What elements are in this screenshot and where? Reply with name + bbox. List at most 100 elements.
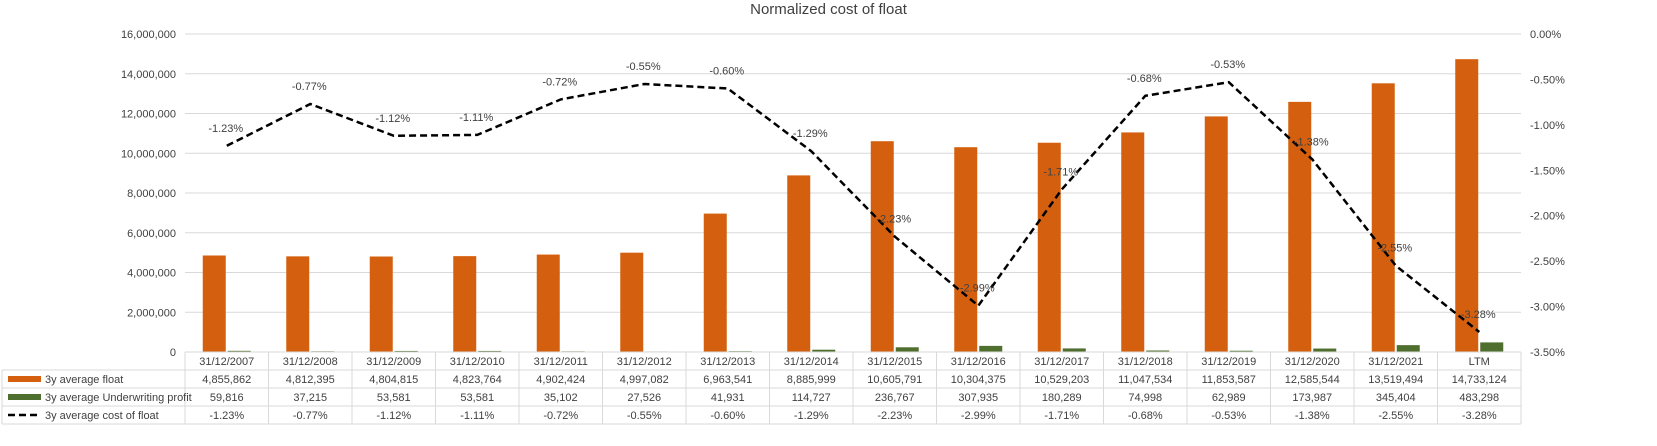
table-cell: 6,963,541: [703, 374, 752, 386]
category-label: 31/12/2009: [366, 356, 421, 368]
table-cell: 27,526: [627, 392, 661, 404]
category-label: 31/12/2008: [283, 356, 338, 368]
bar-float: [787, 175, 811, 352]
bar-underwriting-profit: [1480, 342, 1504, 352]
table-cell: 59,816: [210, 392, 244, 404]
table-cell: -0.68%: [1128, 410, 1163, 422]
table-cell: -0.72%: [543, 410, 578, 422]
y-right-tick-label: -3.00%: [1530, 302, 1565, 314]
table-cell: -1.12%: [376, 410, 411, 422]
series-name: 3y average Underwriting profit: [45, 392, 192, 404]
y-right-tick-label: 0.00%: [1530, 29, 1561, 41]
legend-key: [8, 394, 41, 400]
bar-float: [1371, 83, 1395, 353]
table-cell: -0.53%: [1211, 410, 1246, 422]
table-cell: 4,823,764: [453, 374, 502, 386]
line-data-label: -1.38%: [1294, 136, 1329, 148]
table-cell: 4,812,395: [286, 374, 335, 386]
category-label: 31/12/2021: [1368, 356, 1423, 368]
table-cell: 4,997,082: [620, 374, 669, 386]
bar-underwriting-profit: [1229, 350, 1253, 352]
category-label: 31/12/2011: [534, 356, 588, 368]
bar-float: [1288, 101, 1312, 353]
category-label: 31/12/2010: [450, 356, 505, 368]
line-data-label: -3.28%: [1461, 309, 1496, 321]
bar-float: [703, 213, 727, 352]
line-data-label: -0.72%: [542, 76, 577, 88]
bar-float: [1121, 132, 1145, 352]
table-cell: 41,931: [711, 392, 745, 404]
y-right-tick-label: -3.50%: [1530, 347, 1565, 359]
category-label: 31/12/2018: [1118, 356, 1173, 368]
y-left-tick-label: 2,000,000: [127, 307, 176, 319]
table-cell: -0.77%: [293, 410, 328, 422]
line-data-label: -0.68%: [1127, 73, 1162, 85]
line-data-label: -0.60%: [709, 66, 744, 78]
table-cell: 345,404: [1376, 392, 1416, 404]
y-left-tick-label: 0: [170, 347, 176, 359]
table-cell: 37,215: [293, 392, 327, 404]
line-data-label: -0.53%: [1210, 59, 1245, 71]
category-label: 31/12/2020: [1285, 356, 1340, 368]
table-cell: 307,935: [958, 392, 998, 404]
table-cell: 483,298: [1459, 392, 1499, 404]
y-right-tick-label: -1.50%: [1530, 165, 1565, 177]
line-data-label: -2.99%: [960, 283, 995, 295]
y-left-tick-label: 8,000,000: [127, 188, 176, 200]
bar-float: [1455, 59, 1479, 352]
category-label: 31/12/2014: [784, 356, 839, 368]
table-cell: -1.11%: [460, 410, 494, 422]
bar-underwriting-profit: [895, 347, 919, 352]
line-data-label: -2.55%: [1377, 243, 1412, 255]
table-cell: 35,102: [544, 392, 578, 404]
bar-underwriting-profit: [478, 350, 502, 352]
category-label: 31/12/2012: [617, 356, 672, 368]
table-cell: -1.38%: [1295, 410, 1330, 422]
table-cell: -3.28%: [1462, 410, 1497, 422]
table-cell: 8,885,999: [787, 374, 836, 386]
series-name: 3y average cost of float: [45, 410, 159, 422]
bar-float: [1204, 116, 1228, 352]
table-cell: 62,989: [1212, 392, 1246, 404]
table-cell: 74,998: [1128, 392, 1162, 404]
table-cell: 11,853,587: [1202, 374, 1256, 386]
y-left-tick-label: 14,000,000: [121, 69, 176, 81]
line-cost-of-float: [226, 80, 1481, 333]
bar-float: [954, 147, 978, 352]
bar-float: [202, 255, 226, 352]
line-data-label: -2.23%: [876, 214, 911, 226]
table-cell: 10,605,791: [867, 374, 922, 386]
table-cell: 53,581: [377, 392, 411, 404]
category-label: 31/12/2013: [700, 356, 755, 368]
bar-float: [870, 141, 894, 352]
line-data-label: -0.77%: [292, 81, 327, 93]
table-cell: -2.99%: [961, 410, 996, 422]
table-cell: -1.71%: [1044, 410, 1079, 422]
bar-underwriting-profit: [1313, 348, 1337, 352]
bar-underwriting-profit: [1062, 348, 1086, 352]
table-cell: -1.29%: [794, 410, 829, 422]
table-cell: -2.23%: [877, 410, 912, 422]
table-cell: 114,727: [792, 392, 831, 404]
category-label: 31/12/2017: [1034, 356, 1089, 368]
table-cell: 180,289: [1042, 392, 1082, 404]
table-cell: 236,767: [875, 392, 915, 404]
category-label: 31/12/2019: [1201, 356, 1256, 368]
table-cell: 11,047,534: [1118, 374, 1172, 386]
bar-float: [286, 256, 310, 352]
y-right-tick-label: -1.00%: [1530, 120, 1565, 132]
bar-underwriting-profit: [1396, 345, 1420, 352]
bar-float: [369, 256, 393, 352]
line-data-label: -1.12%: [375, 113, 410, 125]
y-left-tick-label: 10,000,000: [121, 148, 176, 160]
table-cell: 4,902,424: [536, 374, 585, 386]
bar-underwriting-profit: [812, 349, 836, 352]
category-label: LTM: [1469, 356, 1490, 368]
table-cell: -0.55%: [627, 410, 662, 422]
line-data-label: -1.71%: [1043, 166, 1078, 178]
table-cell: -0.60%: [710, 410, 745, 422]
table-cell: 10,529,203: [1034, 374, 1089, 386]
table-cell: 10,304,375: [951, 374, 1006, 386]
y-left-tick-label: 4,000,000: [127, 268, 176, 280]
bar-float: [453, 256, 477, 352]
